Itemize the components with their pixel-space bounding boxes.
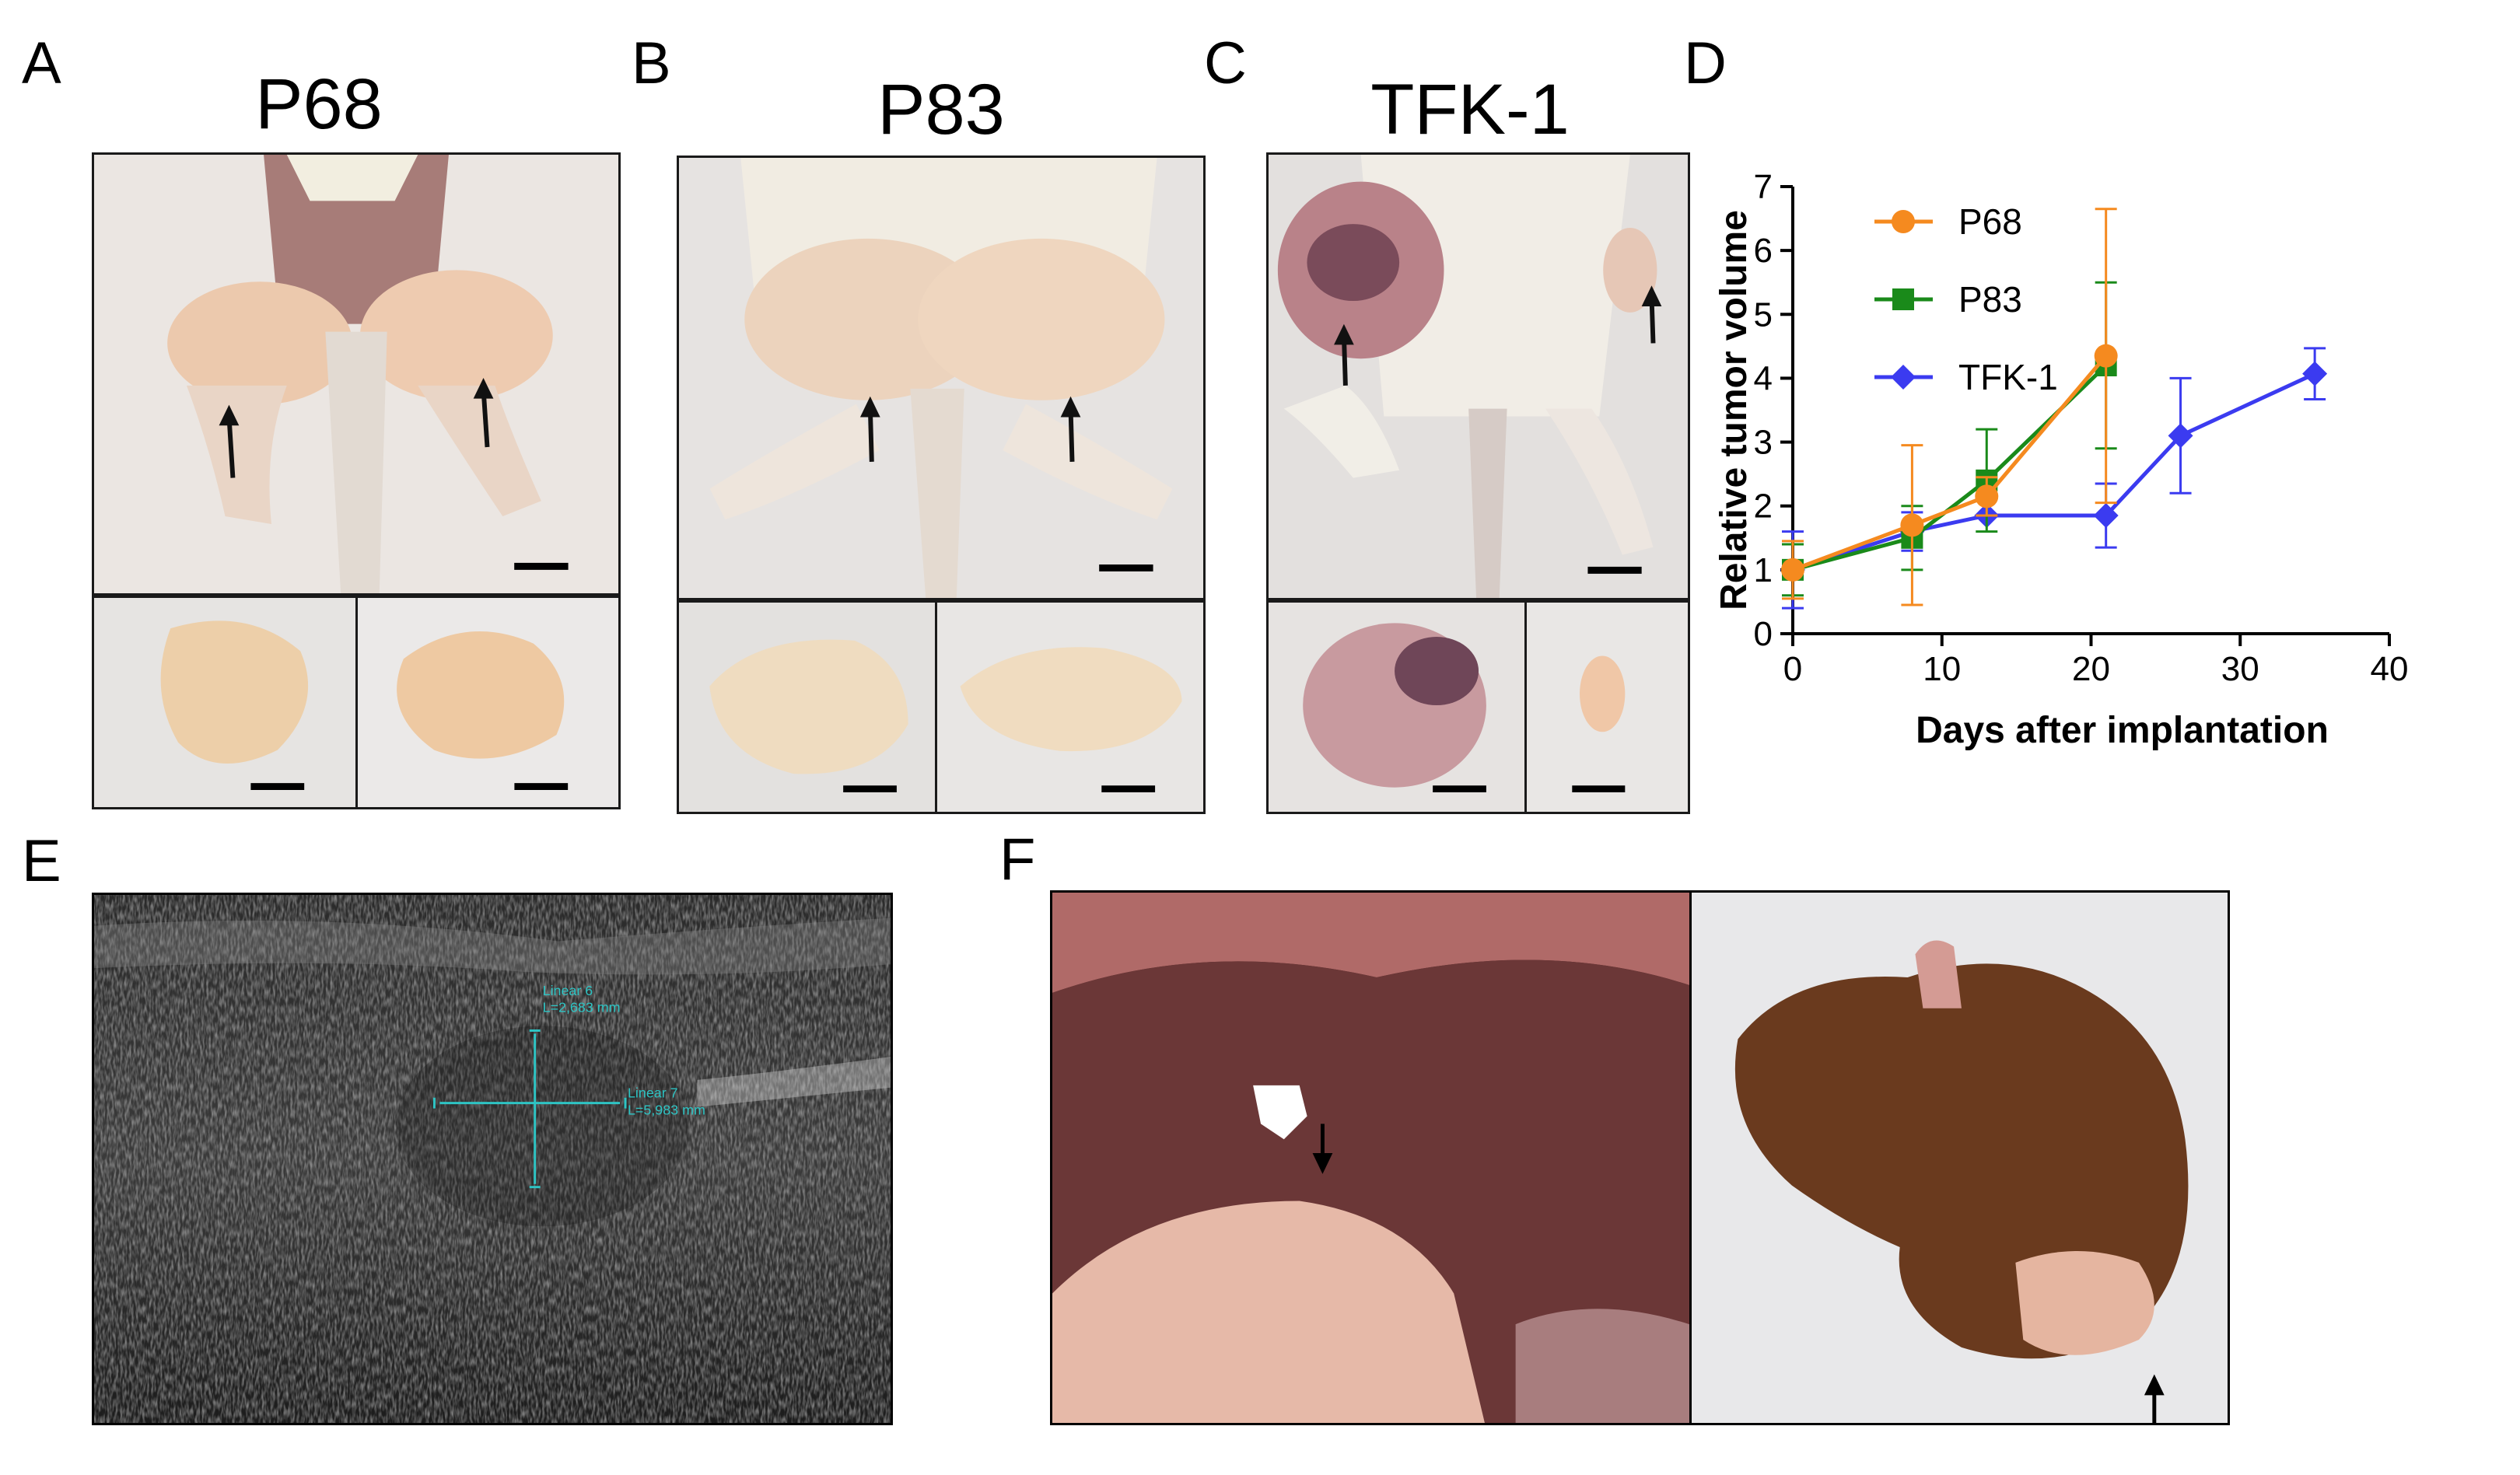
tumor-volume-chart: 0 10 20 30 40 0 1 2 3 4 5 6 7 Days after implantation… [1719, 168, 2409, 751]
data-point-tfk1 [2093, 503, 2119, 529]
panel-label-e: E [22, 828, 61, 894]
y-tick-label: 2 [1754, 488, 1773, 526]
series-line-p68 [1792, 355, 2108, 572]
data-point-p68 [1900, 513, 1924, 537]
panel-title-p83: P83 [877, 70, 1005, 149]
panel-label-f: F [999, 827, 1036, 893]
data-point-tfk1 [2168, 423, 2193, 449]
legend-label-tfk1: TFK-1 [1958, 357, 2058, 397]
photo-p68-mouse [92, 152, 621, 596]
x-tick-label: 20 [2072, 650, 2110, 688]
data-point-p68 [2094, 344, 2118, 368]
y-tick-label: 6 [1754, 232, 1773, 270]
panel-title-tfk1: TFK-1 [1370, 70, 1570, 149]
ultrasound-measure1-name: Linear 6 [543, 983, 593, 998]
panel-label-b: B [632, 30, 671, 96]
photo-p83-mouse [677, 156, 1206, 600]
panel-label-d: D [1684, 30, 1727, 96]
legend-marker-p68 [1892, 210, 1915, 233]
x-tick-label: 10 [1923, 650, 1961, 688]
series-line-p83 [1792, 364, 2108, 572]
x-tick-label: 30 [2221, 650, 2259, 688]
legend-marker-tfk1 [1891, 365, 1916, 390]
x-tick-label: 40 [2371, 650, 2409, 688]
data-point-p68 [1781, 557, 1804, 582]
y-axis-title: Relative tumor volume [1719, 210, 1755, 610]
y-tick-label: 3 [1754, 424, 1773, 462]
data-point-p68 [1975, 484, 1999, 509]
y-tick-label: 1 [1754, 551, 1773, 589]
y-tick-label: 0 [1754, 615, 1773, 653]
legend-label-p68: P68 [1958, 201, 2022, 242]
legend-marker-p83 [1892, 288, 1914, 310]
photo-tfk1-mouse [1266, 152, 1690, 600]
photo-p83-tumor-left [677, 600, 937, 814]
photo-tfk1-tumor-small [1524, 600, 1690, 814]
y-tick-label: 7 [1754, 168, 1773, 206]
photo-p68-tumor-left [92, 596, 358, 809]
data-point-tfk1 [2302, 361, 2328, 386]
y-tick-label: 4 [1754, 359, 1773, 397]
ultrasound-measure2-name: Linear 7 [628, 1085, 678, 1101]
ultrasound-measure2-value: L=5,983 mm [628, 1103, 705, 1118]
panel-label-c: C [1204, 30, 1247, 96]
panel-label-a: A [22, 30, 61, 96]
photo-p68-tumor-right [355, 596, 621, 809]
y-tick-label: 5 [1754, 295, 1773, 334]
photo-liver-excised [1689, 890, 2230, 1425]
photo-tfk1-tumor-large [1266, 600, 1527, 814]
series-line-tfk1 [1792, 372, 2316, 572]
panel-title-p68: P68 [255, 65, 383, 144]
legend-label-p83: P83 [1958, 279, 2022, 320]
series-p68 [1781, 208, 2118, 606]
x-tick-label: 0 [1783, 650, 1802, 688]
series-p83 [1782, 281, 2117, 597]
ultrasound-image: Linear 6 L=2,683 mm Linear 7 L=5,983 mm [92, 893, 893, 1425]
photo-liver-in-situ [1050, 890, 1692, 1425]
x-axis-title: Days after implantation [1916, 710, 2329, 751]
ultrasound-measure1-value: L=2,683 mm [543, 1000, 621, 1015]
photo-p83-tumor-right [935, 600, 1206, 814]
